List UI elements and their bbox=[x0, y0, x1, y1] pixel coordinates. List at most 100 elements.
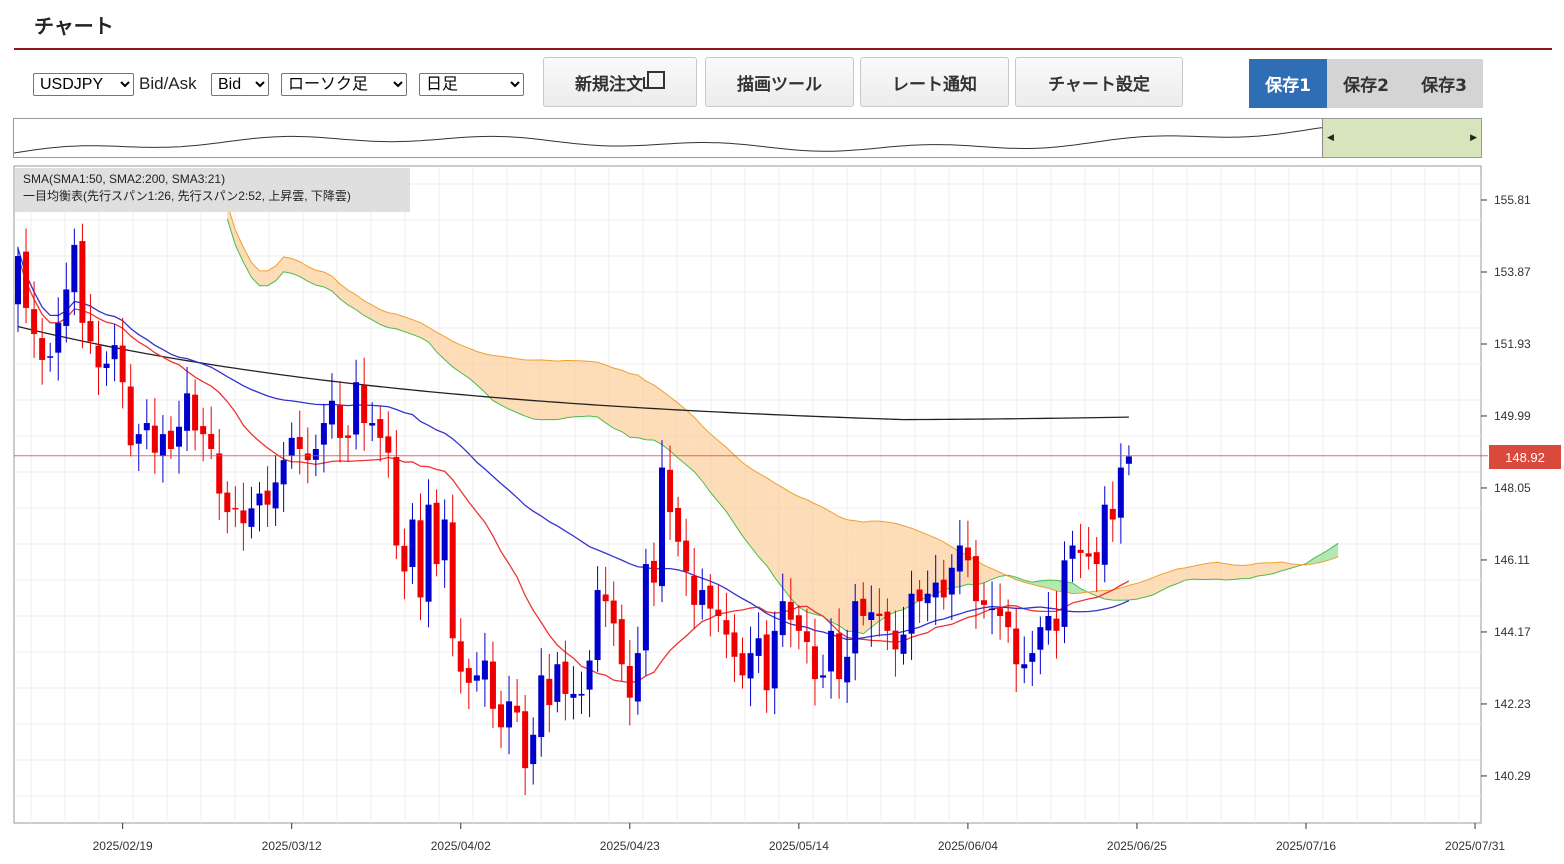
candle-up bbox=[1117, 467, 1124, 518]
candle-down bbox=[417, 520, 424, 598]
rate-alert-button[interactable]: レート通知 bbox=[860, 57, 1009, 107]
chart-settings-button[interactable]: チャート設定 bbox=[1015, 57, 1183, 107]
candle-up bbox=[353, 382, 360, 435]
ichimoku-cloud-segment bbox=[839, 516, 848, 632]
candle-down bbox=[304, 453, 311, 461]
candle-down bbox=[981, 600, 987, 605]
draw-tool-button[interactable]: 描画ツール bbox=[705, 57, 854, 107]
ichimoku-cloud-segment bbox=[525, 359, 534, 420]
ichimoku-cloud-segment bbox=[509, 357, 518, 413]
candle-up bbox=[594, 590, 601, 660]
ichimoku-cloud-segment bbox=[806, 499, 815, 615]
chart-type-select[interactable]: ローソク足 bbox=[281, 73, 407, 96]
symbol-select[interactable]: USDJPY bbox=[33, 73, 134, 96]
scroll-right-icon[interactable]: ▶ bbox=[1470, 133, 1477, 143]
candle-up bbox=[103, 363, 110, 369]
candle-up bbox=[47, 356, 54, 358]
page-title: チャート bbox=[34, 14, 114, 38]
candle-down bbox=[167, 430, 174, 450]
candle-down bbox=[763, 634, 770, 691]
ichimoku-cloud-segment bbox=[605, 364, 614, 429]
candle-down bbox=[1085, 553, 1092, 557]
ichimoku-cloud-segment bbox=[823, 507, 832, 622]
chart-navigator[interactable]: ◀ ▶ bbox=[13, 118, 1482, 158]
ichimoku-cloud-segment bbox=[380, 309, 389, 328]
candle-up bbox=[755, 638, 762, 656]
candle-up bbox=[481, 660, 488, 680]
ichimoku-cloud-segment bbox=[541, 359, 550, 420]
candle-up bbox=[248, 508, 255, 527]
navigator-selection-window[interactable]: ◀ ▶ bbox=[1322, 119, 1481, 157]
indicator-legend: SMA(SMA1:50, SMA2:200, SMA3:21) 一目均衡表(先行… bbox=[15, 168, 410, 212]
ichimoku-cloud-segment bbox=[814, 503, 823, 617]
candle-down bbox=[892, 630, 899, 650]
candle-down bbox=[200, 426, 207, 435]
candle-down bbox=[803, 631, 810, 642]
ichimoku-cloud-segment bbox=[1185, 566, 1194, 581]
new-order-button[interactable]: 新規注文 bbox=[543, 57, 697, 107]
ichimoku-cloud-segment bbox=[1161, 571, 1170, 591]
candle-up bbox=[1021, 664, 1028, 669]
candle-down bbox=[860, 598, 867, 617]
ichimoku-cloud-segment bbox=[581, 360, 590, 417]
ichimoku-cloud-segment bbox=[710, 433, 719, 502]
candle-up bbox=[1069, 545, 1076, 559]
ichimoku-cloud-segment bbox=[629, 373, 638, 438]
legend-sma: SMA(SMA1:50, SMA2:200, SMA3:21) bbox=[23, 172, 226, 186]
ichimoku-cloud-segment bbox=[1257, 562, 1266, 577]
candle-up bbox=[634, 653, 641, 702]
candle-down bbox=[602, 594, 609, 602]
candle-down bbox=[836, 633, 843, 680]
candle-down bbox=[546, 678, 553, 706]
candle-up bbox=[272, 482, 279, 509]
ichimoku-cloud-segment bbox=[597, 362, 606, 423]
candle-up bbox=[828, 630, 835, 672]
ichimoku-cloud-segment bbox=[1040, 580, 1049, 589]
bidask-select[interactable]: Bid bbox=[211, 73, 269, 96]
candle-up bbox=[63, 289, 70, 326]
candle-down bbox=[489, 661, 496, 709]
ichimoku-cloud-segment bbox=[243, 247, 252, 278]
candle-down bbox=[240, 510, 247, 524]
candle-up bbox=[578, 693, 585, 696]
ichimoku-cloud-segment bbox=[1193, 564, 1202, 580]
ichimoku-cloud-segment bbox=[758, 473, 767, 566]
ichimoku-cloud-segment bbox=[911, 528, 920, 606]
x-axis-tick-label: 2025/04/02 bbox=[431, 839, 491, 853]
ichimoku-cloud-segment bbox=[348, 290, 357, 310]
period-select[interactable]: 日足 bbox=[419, 73, 524, 96]
x-axis-tick-label: 2025/07/16 bbox=[1276, 839, 1336, 853]
candle-up bbox=[948, 567, 955, 595]
candle-up bbox=[868, 612, 875, 621]
ichimoku-cloud-segment bbox=[1201, 562, 1210, 580]
ichimoku-cloud-segment bbox=[662, 390, 671, 451]
ichimoku-cloud-segment bbox=[468, 348, 477, 385]
candle-down bbox=[361, 385, 368, 424]
save-slot-1-button[interactable]: 保存1 bbox=[1249, 59, 1327, 108]
candle-down bbox=[401, 545, 408, 572]
x-axis-tick-label: 2025/07/31 bbox=[1445, 839, 1505, 853]
ichimoku-cloud-segment bbox=[919, 531, 928, 601]
candle-up bbox=[699, 590, 706, 605]
ichimoku-cloud-segment bbox=[621, 370, 630, 438]
ichimoku-cloud-segment bbox=[1289, 563, 1298, 569]
candle-up bbox=[956, 545, 963, 572]
candle-down bbox=[95, 345, 102, 368]
y-axis-tick-label: 149.99 bbox=[1494, 409, 1531, 423]
save-slot-2-button[interactable]: 保存2 bbox=[1327, 59, 1405, 108]
ichimoku-cloud-segment bbox=[694, 417, 703, 482]
candle-up bbox=[71, 244, 78, 293]
candle-up bbox=[184, 393, 191, 431]
candle-down bbox=[795, 615, 802, 631]
ichimoku-cloud-segment bbox=[484, 353, 493, 401]
y-axis-tick-label: 144.17 bbox=[1494, 625, 1531, 639]
candle-down bbox=[127, 386, 134, 446]
candle-down bbox=[626, 665, 633, 698]
ichimoku-cloud-segment bbox=[1225, 563, 1234, 581]
save-slot-3-button[interactable]: 保存3 bbox=[1405, 59, 1483, 108]
scroll-left-icon[interactable]: ◀ bbox=[1327, 133, 1334, 143]
ichimoku-cloud-segment bbox=[549, 360, 558, 420]
candle-up bbox=[312, 449, 319, 460]
title-divider bbox=[14, 48, 1552, 50]
